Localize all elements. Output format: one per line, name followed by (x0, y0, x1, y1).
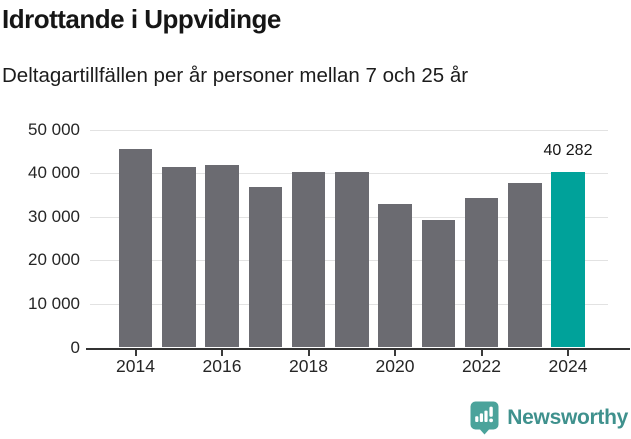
y-axis-tick-label: 0 (70, 337, 80, 357)
x-axis-tick (134, 350, 137, 356)
y-axis-tick-label: 30 000 (28, 206, 80, 226)
y-axis-tick-label: 10 000 (28, 293, 80, 313)
bar-2022 (464, 197, 499, 348)
y-axis-tick-label: 50 000 (28, 119, 80, 139)
x-axis-tick-label: 2018 (289, 356, 328, 376)
y-gridline (90, 129, 608, 131)
bar-2015 (162, 166, 196, 348)
highlight-value-label: 40 282 (543, 141, 593, 159)
x-axis-tick (307, 350, 310, 356)
bar-2014 (118, 149, 153, 348)
chart-subtitle: Deltagartillfällen per år personer mella… (2, 64, 469, 87)
brand-name: Newsworthy (507, 406, 628, 429)
x-axis-tick (221, 350, 223, 356)
x-axis-tick-label: 2020 (375, 356, 415, 376)
x-axis-line (86, 347, 630, 350)
x-axis-tick-label: 2014 (116, 356, 155, 376)
x-axis-tick-label: 2024 (548, 356, 588, 376)
x-axis-tick (394, 350, 396, 356)
x-axis-tick (480, 350, 483, 356)
newsworthy-chart-speech-bubble-icon (470, 401, 499, 435)
x-axis-tick-label: 2016 (202, 356, 242, 376)
bar-2017 (248, 186, 282, 348)
x-axis-tick (567, 350, 569, 356)
x-axis-tick-label: 2022 (462, 356, 501, 376)
bar-2024 (551, 171, 585, 348)
bar-2021 (421, 220, 455, 348)
bar-2019 (335, 171, 369, 348)
y-axis-tick-label: 20 000 (28, 250, 80, 270)
bar-2023 (508, 183, 542, 348)
chart-title: Idrottande i Uppvidinge (2, 4, 281, 34)
y-axis-tick-label: 40 000 (28, 163, 80, 183)
bar-2020 (378, 203, 412, 348)
bar-2016 (205, 164, 239, 348)
brand-logo: Newsworthy (470, 401, 628, 435)
bar-2018 (291, 171, 326, 348)
